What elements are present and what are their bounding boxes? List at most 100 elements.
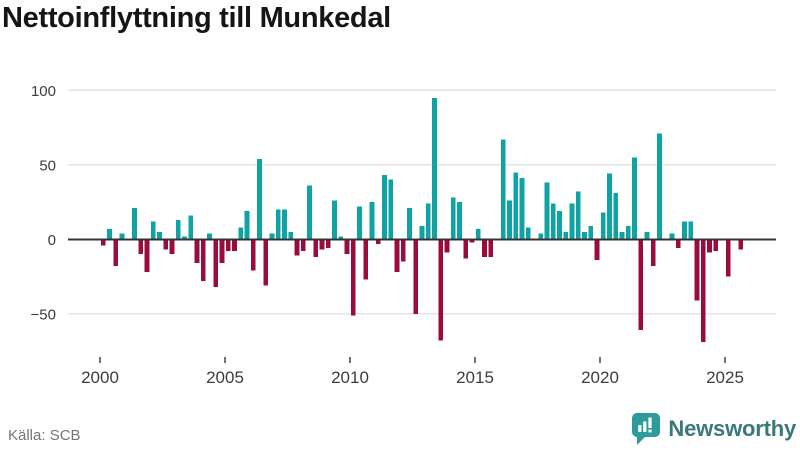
bar-2015Q3 — [488, 239, 493, 258]
bar-2002Q3 — [163, 239, 168, 250]
bar-2025Q3 — [738, 239, 743, 250]
bar-2010Q1 — [350, 239, 356, 316]
bar-2023Q2 — [682, 221, 687, 240]
bar-2011Q2 — [382, 175, 387, 240]
newsworthy-wordmark: Newsworthy — [668, 415, 796, 441]
bar-2015Q1 — [475, 228, 481, 240]
bar-2005Q2 — [232, 239, 237, 252]
bar-2014Q1 — [450, 197, 456, 240]
bar-2025Q1 — [725, 239, 731, 277]
newsworthy-speech-bubble-icon — [632, 413, 661, 445]
bar-2009Q3 — [338, 236, 343, 240]
bar-2013Q2 — [432, 97, 437, 240]
bar-2005Q3 — [238, 227, 243, 240]
bar-2002Q2 — [157, 231, 162, 240]
bar-2021Q3 — [638, 239, 643, 331]
bar-2012Q1 — [400, 239, 406, 262]
logo-exclamation-dot — [648, 429, 653, 433]
bar-2020Q3 — [613, 193, 618, 240]
bar-2011Q1 — [375, 239, 381, 244]
bar-2007Q2 — [282, 209, 287, 240]
bar-2003Q1 — [175, 219, 181, 240]
bar-2019Q3 — [588, 225, 593, 240]
bar-2009Q4 — [344, 239, 350, 255]
bar-2006Q3 — [263, 239, 268, 286]
x-tick-label: 2025 — [706, 368, 744, 387]
x-tick-label: 2005 — [206, 368, 244, 387]
bar-2018Q4 — [569, 203, 575, 240]
bar-2020Q1 — [600, 212, 606, 240]
bar-2024Q2 — [707, 239, 712, 253]
bar-2003Q2 — [182, 236, 187, 240]
bar-2022Q4 — [669, 233, 675, 240]
newsworthy-logo[interactable]: Newsworthy — [631, 412, 796, 445]
bar-2014Q2 — [457, 202, 462, 240]
bar-2001Q2 — [132, 208, 137, 240]
bar-2022Q1 — [650, 239, 656, 267]
bar-2012Q4 — [419, 225, 425, 240]
bar-2005Q4 — [244, 210, 250, 240]
bar-2004Q2 — [207, 233, 212, 240]
bar-2023Q4 — [694, 239, 700, 301]
bar-2021Q1 — [625, 225, 631, 240]
bar-2020Q2 — [607, 173, 612, 240]
bar-2014Q3 — [463, 239, 468, 259]
logo-bar-1 — [638, 425, 642, 432]
bar-2006Q4 — [269, 233, 275, 240]
bar-2003Q4 — [194, 239, 200, 264]
source-label: Källa: SCB — [8, 427, 81, 444]
logo-exclamation-stem — [648, 417, 653, 428]
y-tick-label: 100 — [31, 83, 56, 100]
bar-2011Q3 — [388, 179, 393, 240]
bar-2016Q3 — [513, 172, 518, 240]
bar-2014Q4 — [469, 239, 475, 243]
bar-2017Q4 — [544, 182, 550, 240]
x-tick-label: 2015 — [456, 368, 494, 387]
bar-2007Q4 — [294, 239, 300, 256]
y-tick-label: 50 — [39, 157, 56, 174]
bar-2016Q4 — [519, 178, 525, 240]
bar-2015Q2 — [482, 239, 487, 258]
bar-2018Q2 — [557, 210, 562, 240]
bar-2016Q2 — [507, 200, 512, 240]
bar-2001Q3 — [138, 239, 143, 255]
bar-2021Q4 — [644, 231, 650, 240]
bar-2010Q3 — [363, 239, 368, 280]
bar-2010Q2 — [357, 206, 362, 240]
bar-2016Q1 — [500, 139, 506, 240]
bar-2005Q1 — [225, 239, 231, 252]
bar-2003Q3 — [188, 215, 193, 240]
bar-2013Q3 — [438, 239, 443, 341]
bar-2008Q1 — [300, 239, 306, 252]
bar-2004Q3 — [213, 239, 218, 287]
bar-2010Q4 — [369, 202, 375, 240]
bar-2023Q1 — [675, 239, 681, 249]
x-tick-label: 2010 — [331, 368, 369, 387]
bar-2009Q1 — [325, 239, 331, 249]
bar-2008Q2 — [307, 185, 312, 240]
bar-2006Q1 — [250, 239, 256, 271]
y-tick-label: −50 — [31, 306, 56, 323]
bar-2009Q2 — [332, 200, 337, 240]
bar-2019Q4 — [594, 239, 600, 261]
bar-2019Q1 — [575, 191, 581, 240]
bar-2000Q2 — [107, 228, 112, 240]
bar-2012Q2 — [407, 208, 412, 240]
bar-2017Q1 — [525, 227, 531, 240]
bar-2023Q3 — [688, 221, 693, 240]
bar-2018Q3 — [563, 231, 568, 240]
bar-2011Q4 — [394, 239, 400, 273]
bar-2000Q1 — [100, 239, 106, 246]
bar-2013Q1 — [425, 203, 431, 240]
bar-2008Q4 — [319, 239, 325, 250]
bar-2017Q3 — [538, 233, 543, 240]
y-tick-label: 0 — [48, 232, 56, 249]
x-tick-label: 2020 — [581, 368, 619, 387]
bar-2007Q1 — [275, 209, 281, 240]
bar-2006Q2 — [257, 158, 262, 240]
bar-2024Q3 — [713, 239, 718, 252]
bar-2001Q4 — [144, 239, 150, 273]
bar-2004Q4 — [219, 239, 225, 264]
